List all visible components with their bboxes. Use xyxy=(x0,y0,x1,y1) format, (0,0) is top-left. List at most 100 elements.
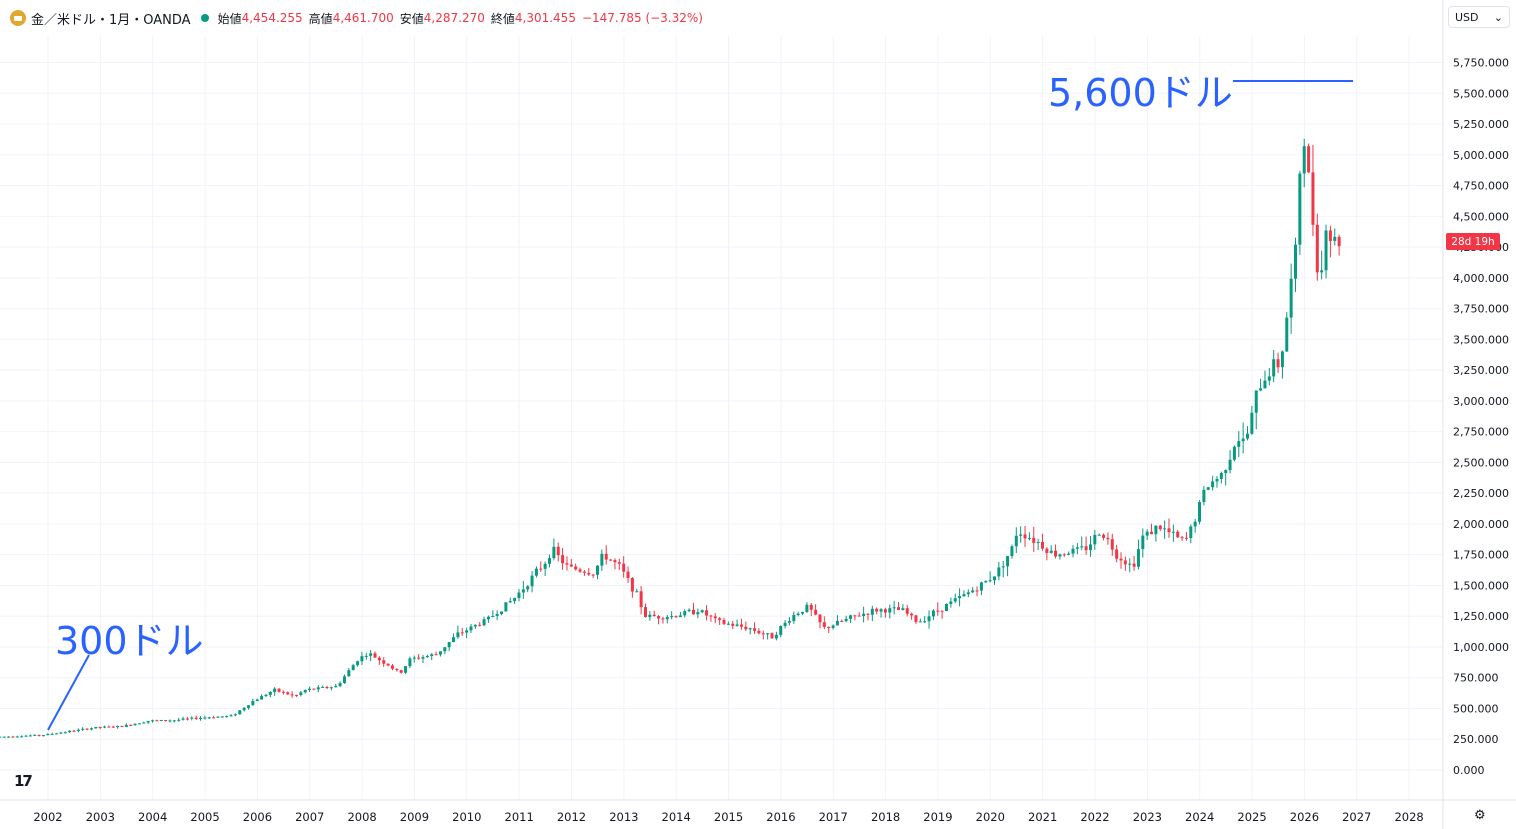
candle-body xyxy=(321,686,325,688)
candle-body xyxy=(447,641,451,648)
candle-body xyxy=(216,716,220,718)
candle-body xyxy=(731,623,735,626)
candle-body xyxy=(1067,553,1071,555)
y-tick-label: 2,250.000 xyxy=(1453,487,1509,500)
candle-body xyxy=(526,586,530,590)
candle-body xyxy=(386,663,390,666)
candle-body xyxy=(1128,563,1132,565)
candle-body xyxy=(120,725,124,727)
candle-body xyxy=(722,619,726,624)
candle-body xyxy=(1211,481,1215,488)
candle-body xyxy=(85,728,89,730)
candle-body xyxy=(142,722,146,724)
candle-body xyxy=(255,699,259,702)
currency-select[interactable]: USD ⌄ xyxy=(1448,6,1510,28)
candle-body xyxy=(696,612,700,615)
symbol-title[interactable]: 金／米ドル・1月・OANDA xyxy=(31,12,191,28)
candle-body xyxy=(181,718,185,720)
candle-body xyxy=(1302,146,1306,174)
y-tick-label: 5,000.000 xyxy=(1453,149,1509,162)
tradingview-logo[interactable]: 17 xyxy=(14,772,33,790)
candle-body xyxy=(840,620,844,622)
candle-body xyxy=(159,719,163,721)
close-value: 4,301.455 xyxy=(514,11,576,25)
x-tick-label: 2021 xyxy=(1028,810,1057,824)
candle-body xyxy=(2,736,6,738)
x-tick-label: 2013 xyxy=(609,810,638,824)
candle-body xyxy=(1014,535,1018,547)
candle-body xyxy=(207,717,211,719)
candle-body xyxy=(600,553,604,566)
candle-body xyxy=(133,723,137,726)
candle-body xyxy=(1198,501,1202,522)
candle-body xyxy=(1250,412,1254,434)
gear-icon[interactable]: ⚙ xyxy=(1474,808,1486,823)
high-label: 高値 xyxy=(308,11,333,26)
candle-body xyxy=(1123,560,1127,565)
candle-body xyxy=(1136,549,1140,567)
candle-body xyxy=(33,734,37,736)
time-axis[interactable]: 2002 2003 2004 2005 2006 2007 2008 2009 2010 2011… xyxy=(33,810,1423,824)
candle-body xyxy=(835,620,839,626)
candle-body xyxy=(652,614,656,617)
price-axis[interactable]: 5,750.000 5,500.000 5,250.000 5,000.000 4,75… xyxy=(1453,57,1509,777)
candle-body xyxy=(910,613,914,616)
x-tick-label: 2017 xyxy=(819,810,848,824)
candle-body xyxy=(530,575,534,587)
candle-body xyxy=(905,608,909,614)
candle-body xyxy=(1176,531,1180,538)
candle-body xyxy=(412,657,416,659)
candle-body xyxy=(779,625,783,635)
candle-body xyxy=(927,616,931,622)
candle-body xyxy=(286,692,290,695)
candle-body xyxy=(1049,550,1053,553)
candle-body xyxy=(338,683,342,687)
candle-body xyxy=(1202,489,1206,502)
x-tick-label: 2007 xyxy=(295,810,324,824)
candle-body xyxy=(242,707,246,711)
peak-annotation[interactable]: 5,600ドル xyxy=(1048,71,1233,115)
candle-body xyxy=(897,607,901,611)
open-value: 4,454.255 xyxy=(241,11,303,25)
candle-body xyxy=(347,670,351,677)
candle-body xyxy=(1010,546,1014,557)
candle-body xyxy=(726,623,730,625)
candle-body xyxy=(425,656,429,658)
candle-body xyxy=(1263,380,1267,389)
candle-body xyxy=(103,726,107,728)
candle-body xyxy=(639,591,643,608)
candle-body xyxy=(225,715,229,717)
candle-body xyxy=(748,628,752,630)
candle-body xyxy=(50,733,54,735)
x-tick-label: 2012 xyxy=(557,810,586,824)
candle-body xyxy=(1062,554,1066,556)
candle-body xyxy=(164,719,168,721)
x-tick-label: 2004 xyxy=(138,810,167,824)
start-annotation[interactable]: 300ドル xyxy=(55,619,204,663)
candle-body xyxy=(185,718,189,720)
x-tick-label: 2024 xyxy=(1185,810,1214,824)
candle-body xyxy=(945,603,949,612)
candle-body xyxy=(661,618,665,620)
candle-body xyxy=(495,613,499,616)
candle-body xyxy=(504,602,508,612)
x-tick-label: 2009 xyxy=(400,810,429,824)
x-tick-label: 2014 xyxy=(662,810,691,824)
candle-body xyxy=(574,566,578,570)
candle-body xyxy=(735,624,739,626)
candle-body xyxy=(548,558,552,564)
x-tick-label: 2002 xyxy=(33,810,62,824)
y-tick-label: 1,000.000 xyxy=(1453,641,1509,654)
candle-body xyxy=(251,701,255,706)
candle-body xyxy=(648,614,652,617)
candle-body xyxy=(517,592,521,599)
candle-body xyxy=(273,688,277,692)
candle-body xyxy=(1219,473,1223,479)
candle-body xyxy=(1232,446,1236,460)
candle-body xyxy=(129,724,133,726)
candle-body xyxy=(683,611,687,616)
candle-body xyxy=(417,657,421,659)
candle-body xyxy=(1145,531,1149,536)
candle-body xyxy=(792,615,796,622)
